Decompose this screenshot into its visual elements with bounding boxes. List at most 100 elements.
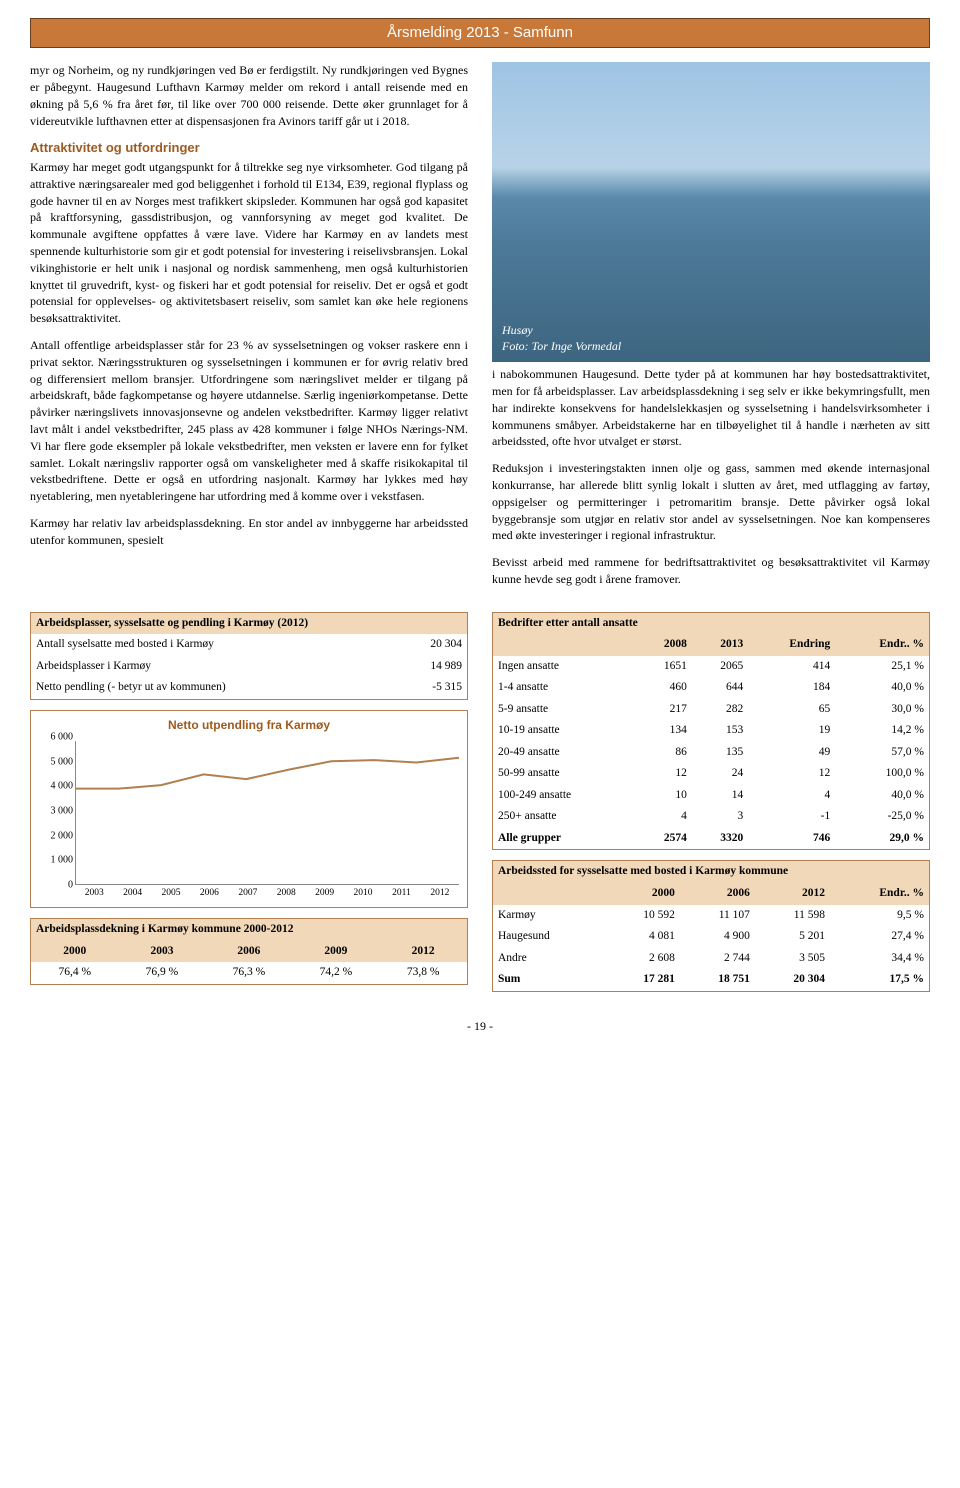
table-cell: 10 592 [605,905,680,927]
caption-credit: Foto: Tor Inge Vormedal [502,339,621,353]
table-cell: 86 [635,742,691,764]
table-cell: Ingen ansatte [493,656,636,678]
table-cell: 18 751 [680,969,755,991]
table-cell: 11 598 [755,905,830,927]
table-header: 2013 [692,634,748,656]
table-cell: 40,0 % [835,785,929,807]
table-cell: 57,0 % [835,742,929,764]
table-cell: 4 900 [680,926,755,948]
table-dekning: Arbeidsplassdekning i Karmøy kommune 200… [30,918,468,985]
table-cell: 2065 [692,656,748,678]
table-header: Endring [748,634,835,656]
table4-title: Arbeidssted for sysselsatte med bosted i… [493,861,930,883]
y-tick-label: 2 000 [35,829,73,843]
table-cell: 14 989 [392,656,468,678]
table-header: 2012 [379,941,467,963]
table-cell: 19 [748,720,835,742]
table-cell: 20 304 [392,634,468,656]
table-cell: 2 608 [605,948,680,970]
y-tick-label: 6 000 [35,730,73,744]
table-cell: 74,2 % [292,962,379,984]
table-cell: 76,4 % [31,962,119,984]
table-cell: 9,5 % [830,905,930,927]
table-cell: 50-99 ansatte [493,763,636,785]
chart-x-axis: 2003200420052006200720082009201020112012 [75,887,459,905]
table-cell: 3320 [692,828,748,850]
table-cell: 12 [635,763,691,785]
table-cell: 17,5 % [830,969,930,991]
table-cell: Karmøy [493,905,605,927]
table-cell: 100-249 ansatte [493,785,636,807]
table-cell: 746 [748,828,835,850]
chart-plot [75,741,459,885]
table-cell: 1651 [635,656,691,678]
para-intro: myr og Norheim, og ny rundkjøringen ved … [30,62,468,129]
table-cell: 29,0 % [835,828,929,850]
y-tick-label: 1 000 [35,854,73,868]
table-header: Endr.. % [835,634,929,656]
table-header: 2012 [755,883,830,905]
header-bar: Årsmelding 2013 - Samfunn [30,18,930,48]
table-cell: -1 [748,806,835,828]
table1-title: Arbeidsplasser, sysselsatte og pendling … [31,612,468,634]
table-cell: 40,0 % [835,677,929,699]
table-cell: 49 [748,742,835,764]
table-cell: 25,1 % [835,656,929,678]
table-cell: 30,0 % [835,699,929,721]
chart-svg [76,741,459,884]
x-tick-label: 2011 [382,887,420,905]
table-cell: -25,0 % [835,806,929,828]
x-tick-label: 2008 [267,887,305,905]
table-cell: 76,3 % [205,962,292,984]
table-cell: 5-9 ansatte [493,699,636,721]
main-columns: myr og Norheim, og ny rundkjøringen ved … [30,62,930,598]
table-cell: Alle grupper [493,828,636,850]
y-tick-label: 0 [35,878,73,892]
table-header: 2008 [635,634,691,656]
table-header: 2003 [119,941,206,963]
table-cell: 250+ ansatte [493,806,636,828]
x-tick-label: 2007 [229,887,267,905]
table-cell: Netto pendling (- betyr ut av kommunen) [31,677,392,699]
table-cell: Sum [493,969,605,991]
table-cell: 34,4 % [830,948,930,970]
table-cell: Andre [493,948,605,970]
table-cell: 414 [748,656,835,678]
table3-title: Bedrifter etter antall ansatte [493,612,930,634]
table-cell: 11 107 [680,905,755,927]
table-cell: 20 304 [755,969,830,991]
table-cell: 17 281 [605,969,680,991]
para-right-3: Bevisst arbeid med rammene for bedriftsa… [492,554,930,588]
table-header: 2006 [205,941,292,963]
table-cell: 73,8 % [379,962,467,984]
table-cell: 20-49 ansatte [493,742,636,764]
table-cell: 100,0 % [835,763,929,785]
table-header: 2009 [292,941,379,963]
table-cell: 282 [692,699,748,721]
table-bedrifter: Bedrifter etter antall ansatte 20082013E… [492,612,930,851]
x-tick-label: 2005 [152,887,190,905]
table-cell: 3 505 [755,948,830,970]
x-tick-label: 2006 [190,887,228,905]
table-cell: Haugesund [493,926,605,948]
x-tick-label: 2003 [75,887,113,905]
page-number: - 19 - [30,1018,930,1034]
table-cell: 217 [635,699,691,721]
left-column: myr og Norheim, og ny rundkjøringen ved … [30,62,468,598]
table-header: 2000 [31,941,119,963]
x-tick-label: 2010 [344,887,382,905]
chart-title: Netto utpendling fra Karmøy [31,711,467,737]
para-attraktivitet: Karmøy har meget godt utgangspunkt for å… [30,159,468,327]
photo-caption: Husøy Foto: Tor Inge Vormedal [502,323,621,354]
y-tick-label: 4 000 [35,780,73,794]
header-title: Årsmelding 2013 - Samfunn [387,24,573,41]
table-cell: 76,9 % [119,962,206,984]
table-cell: 65 [748,699,835,721]
x-tick-label: 2009 [305,887,343,905]
table-cell: 24 [692,763,748,785]
table-cell: 134 [635,720,691,742]
table-header: 2006 [680,883,755,905]
table-cell: 4 [748,785,835,807]
table-cell: Arbeidsplasser i Karmøy [31,656,392,678]
x-tick-label: 2004 [113,887,151,905]
